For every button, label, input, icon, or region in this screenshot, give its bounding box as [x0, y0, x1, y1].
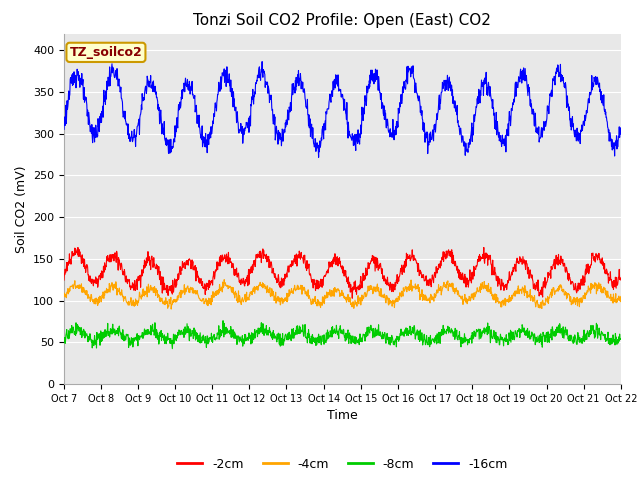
Legend: -2cm, -4cm, -8cm, -16cm: -2cm, -4cm, -8cm, -16cm: [172, 453, 513, 476]
Y-axis label: Soil CO2 (mV): Soil CO2 (mV): [15, 165, 28, 252]
Text: TZ_soilco2: TZ_soilco2: [70, 46, 142, 59]
X-axis label: Time: Time: [327, 409, 358, 422]
Title: Tonzi Soil CO2 Profile: Open (East) CO2: Tonzi Soil CO2 Profile: Open (East) CO2: [193, 13, 492, 28]
